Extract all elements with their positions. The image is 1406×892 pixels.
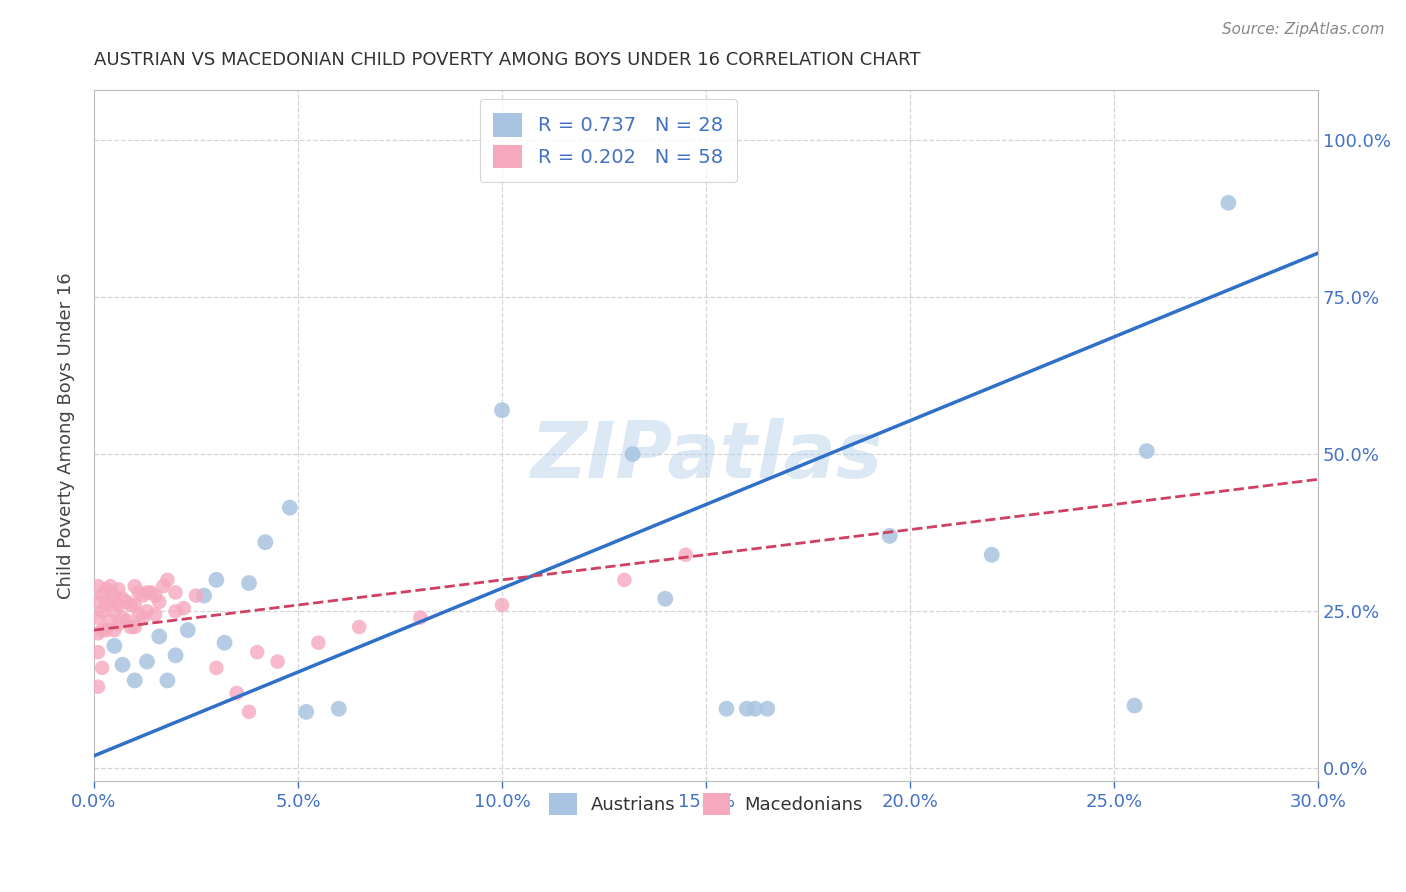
Point (103, 589, 125, 603)
Point (124, 579, 146, 593)
Text: ZIPatlas: ZIPatlas (530, 418, 882, 494)
Point (409, 610, 432, 624)
Point (246, 645, 269, 659)
Point (136, 655, 159, 669)
Point (225, 686, 247, 700)
Point (136, 585, 159, 599)
Point (347, 620, 370, 634)
Point (621, 447, 644, 461)
Point (148, 595, 170, 609)
Point (139, 585, 162, 599)
Point (96, 598, 118, 612)
Point (716, 702, 738, 716)
Point (165, 585, 187, 599)
Point (132, 610, 155, 624)
Point (148, 630, 170, 644)
Point (115, 614, 138, 628)
Point (107, 616, 129, 631)
Point (1123, 698, 1146, 713)
Point (91, 604, 114, 618)
Point (132, 589, 155, 603)
Point (156, 573, 179, 587)
Point (756, 702, 779, 716)
Point (91, 589, 114, 603)
Point (156, 673, 179, 688)
Point (266, 655, 288, 669)
Point (107, 582, 129, 597)
Point (173, 601, 195, 615)
Point (613, 573, 636, 587)
Point (128, 607, 150, 622)
Point (214, 636, 236, 650)
Point (238, 576, 260, 591)
Point (152, 579, 174, 593)
Legend: Austrians, Macedonians: Austrians, Macedonians (540, 784, 872, 824)
Point (124, 598, 146, 612)
Point (124, 620, 146, 634)
Point (87, 680, 110, 694)
Point (96, 623, 118, 637)
Point (98, 614, 121, 628)
Point (165, 648, 187, 663)
Point (254, 535, 277, 549)
Point (307, 636, 329, 650)
Point (735, 702, 758, 716)
Point (107, 598, 129, 612)
Point (103, 604, 125, 618)
Point (205, 661, 228, 675)
Point (103, 623, 125, 637)
Point (1136, 444, 1159, 458)
Point (675, 548, 697, 562)
Point (136, 604, 159, 618)
Y-axis label: Child Poverty Among Boys Under 16: Child Poverty Among Boys Under 16 (58, 272, 75, 599)
Point (238, 705, 260, 719)
Point (295, 705, 318, 719)
Point (491, 403, 513, 417)
Point (120, 598, 142, 612)
Point (143, 607, 166, 622)
Point (87, 645, 110, 659)
Point (87, 595, 110, 609)
Point (87, 626, 110, 640)
Point (744, 702, 766, 716)
Point (120, 620, 142, 634)
Point (111, 591, 134, 606)
Point (115, 595, 138, 609)
Point (98, 595, 121, 609)
Point (1218, 195, 1240, 210)
Point (165, 604, 187, 618)
Point (491, 598, 513, 612)
Point (177, 623, 200, 637)
Point (87, 610, 110, 624)
Point (103, 639, 125, 653)
Point (205, 573, 228, 587)
Text: Source: ZipAtlas.com: Source: ZipAtlas.com (1222, 22, 1385, 37)
Point (328, 702, 350, 716)
Point (124, 673, 146, 688)
Text: AUSTRIAN VS MACEDONIAN CHILD POVERTY AMONG BOYS UNDER 16 CORRELATION CHART: AUSTRIAN VS MACEDONIAN CHILD POVERTY AMO… (94, 51, 921, 69)
Point (91, 661, 114, 675)
Point (143, 589, 166, 603)
Point (278, 500, 301, 515)
Point (879, 529, 901, 543)
Point (96, 582, 118, 597)
Point (87, 579, 110, 593)
Point (184, 589, 207, 603)
Point (98, 579, 121, 593)
Point (654, 591, 676, 606)
Point (128, 585, 150, 599)
Point (111, 610, 134, 624)
Point (980, 548, 1002, 562)
Point (111, 657, 134, 672)
Point (91, 623, 114, 637)
Point (193, 589, 215, 603)
